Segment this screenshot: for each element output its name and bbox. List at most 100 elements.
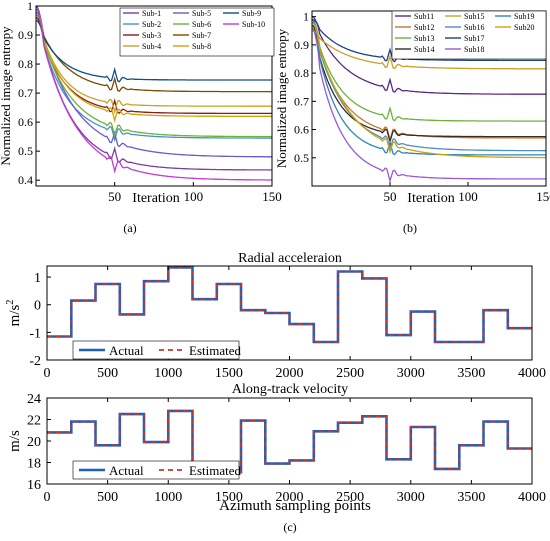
series-line-sub14: [311, 24, 546, 144]
legend-box: [72, 460, 240, 480]
x-tick-label: 4000: [518, 490, 546, 505]
series-line-sub-6: [35, 14, 272, 139]
x-tick-label: 150: [262, 189, 282, 204]
legend: Sub-1 Sub-5 Sub-9 Sub-2 Sub-6 Sub-10 Sub-3 Sub-…: [119, 7, 275, 57]
radial-acceleration-chart: 0 500 1000 1500 2000 2500 3000 3500 4000 -2 -1 0 1 m/…: [5, 265, 546, 381]
estimated-line: [47, 410, 532, 474]
y-tick-label: 1: [303, 10, 309, 24]
series-line-sub19: [311, 19, 546, 156]
legend-box: [119, 7, 275, 57]
y-tick-label: 1: [27, 0, 33, 13]
x-tick-label: 1500: [215, 366, 243, 381]
series-line-sub-8: [35, 11, 272, 124]
panel-a-entropy-chart: 50 100 150 0.4 0.5 0.6 0.7 0.8 0.9 1 Iteration Norm…: [0, 0, 282, 206]
legend-label: Sub11: [414, 12, 434, 21]
y-tick-label: -2: [29, 354, 41, 369]
legend: Sub11 Sub15 Sub19 Sub12 Sub16 Sub20 Sub13 Sub17…: [391, 10, 547, 60]
radial-accel-title: Radial acceleraion: [238, 251, 342, 266]
x-tick-label: 2500: [336, 490, 364, 505]
estimated-line: [47, 266, 532, 343]
y-axis-label: m/s2: [5, 300, 23, 327]
y-tick-label: 0.5: [294, 151, 309, 165]
y-tick-label: 0.6: [18, 115, 33, 129]
x-tick-label: 2000: [276, 366, 304, 381]
legend-label: Sub15: [464, 12, 484, 21]
x-tick-label: 50: [384, 189, 397, 204]
legend-label: Sub16: [464, 23, 484, 32]
legend-label: Sub20: [514, 23, 534, 32]
along-track-velocity-chart: 0 500 1000 1500 2000 2500 3000 3500 4000 16 18 20 22…: [7, 392, 546, 505]
legend-label: Sub-1: [142, 9, 161, 18]
series-line-sub15: [311, 30, 546, 70]
along-track-velocity-title: Along-track velocity: [232, 382, 348, 397]
x-tick-label: 3500: [457, 490, 485, 505]
legend: Actual Estimated: [72, 340, 241, 360]
legend: Actual Estimated: [72, 460, 241, 480]
x-tick-label: 2500: [336, 366, 364, 381]
y-tick-label: 0.8: [294, 66, 309, 80]
y-tick-label: 0.8: [18, 57, 33, 71]
legend-label: Sub17: [464, 34, 484, 43]
legend-label: Sub-3: [142, 31, 161, 40]
legend-label: Sub19: [514, 12, 534, 21]
x-tick-label: 1500: [215, 490, 243, 505]
legend-label: Sub-7: [192, 31, 211, 40]
legend-estimated-label: Estimated: [189, 463, 241, 478]
y-tick-label: 18: [27, 457, 41, 472]
legend-actual-label: Actual: [109, 343, 144, 358]
legend-label: Sub-6: [192, 20, 211, 29]
series-line-sub-10: [35, 11, 272, 181]
x-tick-label: 100: [184, 189, 204, 204]
y-tick-label: 0.9: [294, 38, 309, 52]
legend-label: Sub-2: [142, 20, 161, 29]
x-tick-label: 500: [97, 490, 118, 505]
y-tick-label: 0.5: [18, 144, 33, 158]
x-tick-label: 0: [44, 366, 51, 381]
series-line-sub13: [311, 18, 546, 122]
x-tick-label: 1000: [154, 490, 182, 505]
panel-b-caption: (b): [403, 221, 417, 235]
legend-label: Sub-5: [192, 9, 211, 18]
azimuth-xlabel: Azimuth sampling points: [219, 498, 371, 514]
y-tick-label: 0.6: [294, 123, 309, 137]
series-line-sub11: [311, 16, 546, 95]
series-line-sub-5: [35, 8, 272, 158]
y-axis-unit: m/s: [7, 430, 23, 452]
legend-label: Sub13: [414, 34, 434, 43]
y-axis-label: Normalized image entropy: [0, 26, 13, 166]
legend-label: Sub-9: [242, 9, 261, 18]
legend-box: [391, 10, 547, 60]
x-tick-label: 3000: [397, 490, 425, 505]
legend-estimated-label: Estimated: [189, 343, 241, 358]
legend-box: [72, 340, 240, 360]
y-tick-label: 0.9: [18, 28, 33, 42]
x-tick-label: 0: [44, 490, 51, 505]
x-axis-label: Iteration: [407, 191, 454, 206]
plot-frame: [35, 5, 273, 187]
series-line-sub-9: [35, 19, 272, 83]
y-axis-unit-superscript: 2: [5, 300, 16, 305]
y-axis-label: m/s: [7, 430, 23, 452]
series-line-sub-1: [35, 5, 272, 171]
legend-label: Sub12: [414, 23, 434, 32]
y-tick-label: 16: [27, 478, 41, 493]
legend-label: Sub-8: [192, 42, 211, 51]
x-tick-label: 150: [536, 189, 550, 204]
x-tick-label: 4000: [518, 366, 546, 381]
y-axis-unit: m/s: [7, 305, 23, 327]
panel-b-entropy-chart: 50 100 150 0.5 0.6 0.7 0.8 0.9 1 Iteration Normali…: [274, 10, 550, 206]
panel-a-caption: (a): [123, 221, 136, 235]
series-line-sub20: [311, 21, 546, 159]
y-tick-label: 0.4: [18, 173, 33, 187]
y-axis-label: Normalized image entropy: [274, 28, 289, 168]
series-line-sub-4: [35, 11, 272, 115]
legend-label: Sub-10: [242, 20, 265, 29]
legend-actual-label: Actual: [109, 463, 144, 478]
x-tick-label: 2000: [276, 490, 304, 505]
x-tick-label: 50: [108, 189, 121, 204]
series-line-sub17: [311, 18, 546, 63]
y-tick-label: 20: [27, 435, 41, 450]
x-tick-label: 500: [97, 366, 118, 381]
legend-label: Sub14: [414, 45, 434, 54]
